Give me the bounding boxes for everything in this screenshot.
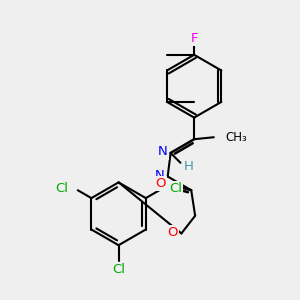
Text: CH₃: CH₃ [226,131,247,144]
Text: Cl: Cl [55,182,68,195]
Text: N: N [158,146,168,158]
Text: Cl: Cl [112,263,125,276]
Text: H: H [183,160,193,173]
Text: O: O [167,226,178,239]
Text: F: F [190,32,198,45]
Text: N: N [155,169,165,182]
Text: O: O [155,177,166,190]
Text: Cl: Cl [169,182,182,195]
